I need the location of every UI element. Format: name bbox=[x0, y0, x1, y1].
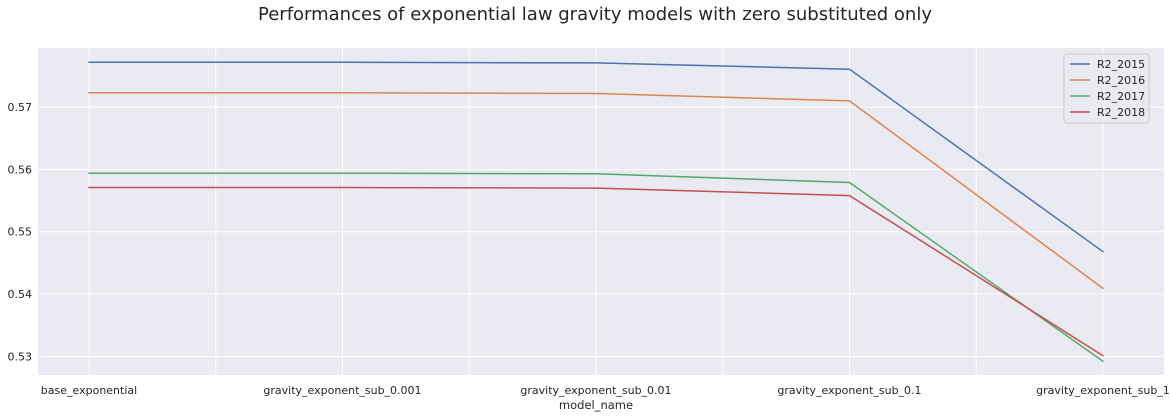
legend-box bbox=[1063, 53, 1150, 124]
y-tick-label: 0.57 bbox=[8, 101, 33, 114]
y-tick-label: 0.53 bbox=[8, 350, 33, 363]
x-tick-label: base_exponential bbox=[41, 384, 137, 397]
grid bbox=[38, 48, 1164, 375]
chart-title: Performances of exponential law gravity … bbox=[258, 4, 932, 25]
legend: R2_2015 R2_2016 R2_2017 R2_2018 bbox=[1063, 53, 1150, 124]
plot-area bbox=[38, 48, 1164, 375]
legend-label: R2_2016 bbox=[1097, 74, 1145, 87]
legend-label: R2_2017 bbox=[1097, 90, 1145, 103]
series-lines bbox=[88, 61, 1104, 363]
x-axis-label: model_name bbox=[559, 398, 633, 412]
y-tick-label: 0.56 bbox=[8, 163, 33, 176]
x-tick-label: gravity_exponent_sub_0.01 bbox=[520, 384, 671, 397]
series-line-r2_2018 bbox=[88, 186, 1104, 357]
y-axis-ticks: 0.53 0.54 0.55 0.56 0.57 bbox=[8, 101, 33, 363]
x-axis-ticks: base_exponential gravity_exponent_sub_0.0… bbox=[41, 384, 1170, 397]
x-tick-label: gravity_exponent_sub_0.001 bbox=[263, 384, 421, 397]
y-tick-label: 0.55 bbox=[8, 226, 33, 239]
x-tick-label: gravity_exponent_sub_0.1 bbox=[777, 384, 921, 397]
x-tick-label: gravity_exponent_sub_1 bbox=[1036, 384, 1170, 397]
y-tick-label: 0.54 bbox=[8, 288, 33, 301]
legend-label: R2_2018 bbox=[1097, 106, 1145, 119]
series-line-r2_2015 bbox=[88, 61, 1104, 253]
series-line-r2_2017 bbox=[88, 172, 1104, 363]
legend-label: R2_2015 bbox=[1097, 58, 1145, 71]
series-line-r2_2016 bbox=[88, 92, 1104, 290]
